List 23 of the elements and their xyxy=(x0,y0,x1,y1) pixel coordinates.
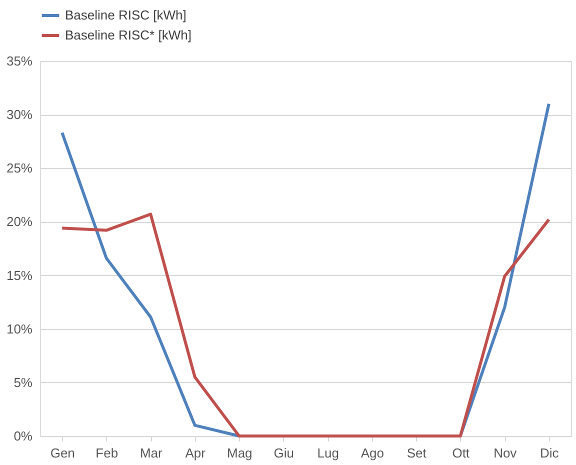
line-series xyxy=(60,212,550,438)
x-tick-label: Apr xyxy=(185,446,206,460)
x-tick-label: Set xyxy=(406,446,427,460)
y-tick-label: 10% xyxy=(6,321,33,336)
x-tick-label: Mag xyxy=(226,446,252,460)
y-tick-label: 35% xyxy=(6,54,33,68)
x-tick-label: Dic xyxy=(540,446,560,460)
x-tick-label: Giu xyxy=(274,446,294,460)
legend-label: Baseline RISC* [kWh] xyxy=(65,28,192,42)
y-tick-label: 5% xyxy=(14,374,33,390)
y-tick-label: 25% xyxy=(6,160,33,176)
x-tick-label: Mar xyxy=(140,446,163,460)
x-tick-label: Gen xyxy=(50,446,75,460)
x-tick-label: Ago xyxy=(360,446,384,460)
y-tick-label: 15% xyxy=(6,268,33,283)
legend-label: Baseline RISC [kWh] xyxy=(65,8,186,22)
x-tick-label: Nov xyxy=(494,446,518,460)
x-tick-label: Ott xyxy=(452,446,470,460)
y-tick-label: 20% xyxy=(6,214,33,230)
y-tick-label: 30% xyxy=(6,107,33,122)
y-tick-label: 0% xyxy=(14,428,33,444)
x-tick-label: Feb xyxy=(96,446,118,460)
x-tick-label: Lug xyxy=(317,446,339,460)
